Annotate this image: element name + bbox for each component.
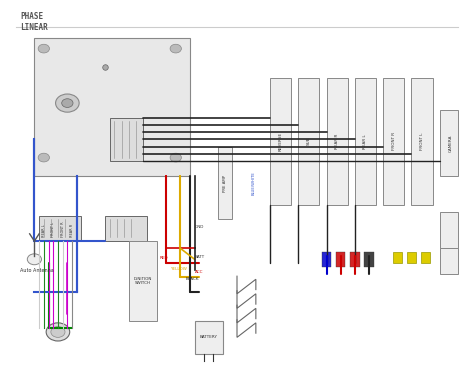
Text: REVERSE: REVERSE: [279, 132, 283, 151]
Circle shape: [38, 153, 49, 162]
Text: BLUE/WHITE: BLUE/WHITE: [252, 171, 255, 195]
Bar: [39, 216, 82, 241]
Circle shape: [27, 254, 41, 265]
Circle shape: [170, 44, 182, 53]
Bar: [411, 78, 433, 205]
Circle shape: [55, 94, 79, 112]
Text: BLACK: BLACK: [185, 277, 199, 281]
Bar: [350, 252, 359, 266]
Bar: [105, 216, 147, 241]
Text: FRONT L: FRONT L: [420, 132, 424, 150]
Text: REAR L: REAR L: [364, 134, 367, 149]
Bar: [218, 147, 232, 219]
Bar: [110, 117, 143, 161]
Bar: [421, 252, 430, 263]
Bar: [298, 78, 319, 205]
Bar: [383, 78, 404, 205]
Text: RED: RED: [160, 255, 168, 259]
Text: ACC: ACC: [195, 270, 203, 274]
Circle shape: [51, 326, 65, 337]
Bar: [322, 252, 331, 266]
Bar: [270, 78, 291, 205]
Bar: [439, 249, 458, 274]
Circle shape: [170, 153, 182, 162]
Text: IGNITION
SWITCH: IGNITION SWITCH: [134, 277, 152, 285]
Bar: [407, 252, 416, 263]
Text: BATT: BATT: [195, 255, 205, 259]
Text: SUB: SUB: [307, 137, 311, 145]
Bar: [392, 252, 402, 263]
Text: FRONT R: FRONT R: [61, 222, 64, 238]
Text: BATTERY: BATTERY: [200, 335, 218, 339]
Bar: [439, 111, 458, 176]
Bar: [195, 321, 223, 354]
Text: YELLOW: YELLOW: [170, 266, 187, 270]
Bar: [439, 212, 458, 249]
Circle shape: [38, 44, 49, 53]
Bar: [355, 78, 376, 205]
Text: PRE AMP: PRE AMP: [223, 175, 227, 191]
Text: FRONT R: FRONT R: [392, 132, 396, 150]
Circle shape: [62, 99, 73, 108]
Text: FRONT L: FRONT L: [51, 223, 55, 238]
Circle shape: [46, 323, 70, 341]
Text: Auto Antenna: Auto Antenna: [20, 268, 54, 273]
Text: REAR R: REAR R: [70, 224, 74, 238]
Text: REAR R: REAR R: [335, 134, 339, 149]
Text: GND: GND: [195, 225, 204, 229]
Text: REAR L: REAR L: [42, 225, 46, 238]
Bar: [128, 241, 157, 321]
Text: CAMERA: CAMERA: [448, 134, 453, 152]
Bar: [327, 78, 348, 205]
Text: PHASE
LINEAR: PHASE LINEAR: [20, 12, 48, 32]
Bar: [364, 252, 374, 266]
Bar: [336, 252, 346, 266]
Bar: [35, 38, 190, 176]
